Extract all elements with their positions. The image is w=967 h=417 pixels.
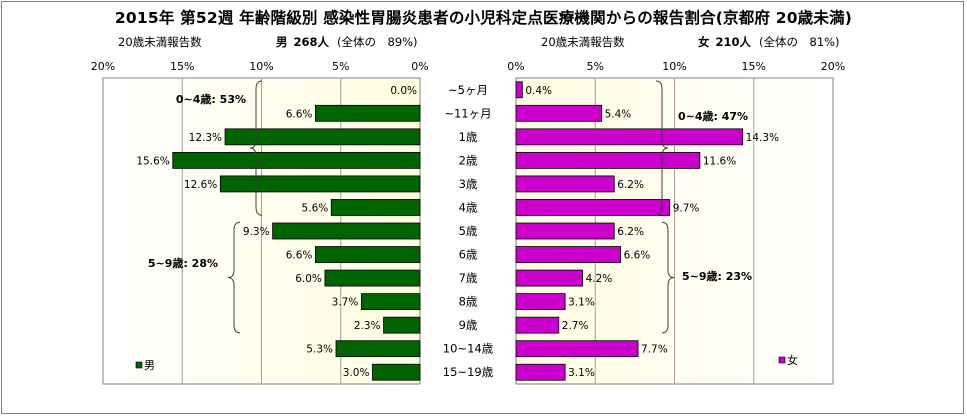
female-data-label: 6.6% [624, 250, 651, 262]
female-bar [515, 269, 583, 287]
right-caption-label: 20歳未満報告数 [541, 35, 625, 49]
age-category-label: 2歳 [459, 153, 478, 167]
male-data-label: 6.0% [295, 273, 322, 285]
left-tick-label: 20% [91, 60, 115, 73]
right-tick-label: 15% [742, 60, 766, 73]
right-tick-label: 10% [662, 60, 686, 73]
left-caption-ratio: (全体の 89%) [337, 35, 418, 49]
male-bar [335, 340, 421, 358]
male-data-label: 3.0% [343, 367, 370, 379]
male-data-label: 3.7% [332, 297, 359, 309]
female-bar [515, 175, 615, 193]
male-data-label: 5.3% [306, 344, 333, 356]
male-data-label: 15.6% [136, 155, 169, 167]
female-data-label: 6.2% [617, 226, 644, 238]
age-category-label: ~5ヶ月 [448, 83, 488, 97]
male-data-label: 12.3% [189, 132, 222, 144]
male-bar [272, 222, 421, 240]
age-category-label: 9歳 [459, 318, 478, 332]
left-brace-0-4 [249, 80, 263, 216]
male-bar [330, 199, 421, 216]
male-bar [360, 293, 421, 311]
right-annotation-0-4: 0~4歳: 47% [678, 109, 748, 123]
female-data-label: 7.7% [641, 344, 668, 356]
female-data-label: 11.6% [703, 155, 736, 167]
male-bar [324, 269, 421, 287]
female-bar [515, 316, 560, 334]
left-brace-5-9 [227, 221, 241, 334]
male-bar [172, 151, 421, 169]
right-annotation-5-9: 5~9歳: 23% [682, 269, 752, 283]
right-caption-ratio: (全体の 81%) [759, 35, 840, 49]
right-tick-label: 20% [821, 60, 845, 73]
female-bar [515, 199, 671, 216]
female-data-label: 3.1% [568, 297, 595, 309]
female-data-label: 9.7% [673, 202, 700, 214]
male-bar [383, 316, 421, 334]
male-bar [314, 104, 421, 122]
age-category-label: 8歳 [459, 295, 478, 309]
age-category-label: 1歳 [459, 130, 478, 144]
right-tick-label: 5% [587, 60, 604, 73]
female-bar [515, 222, 615, 240]
female-bar [515, 128, 744, 146]
left-annotation-0-4: 0~4歳: 53% [176, 92, 246, 106]
female-bar [515, 81, 523, 99]
female-legend-swatch [778, 356, 786, 364]
female-legend-label: 女 [787, 353, 798, 367]
female-data-label: 2.7% [562, 320, 589, 332]
female-bar [515, 363, 566, 381]
left-tick-label: 10% [249, 60, 273, 73]
female-data-label: 3.1% [568, 367, 595, 379]
left-caption-summary: 男 268人 (全体の 89%) [276, 34, 418, 50]
male-legend-swatch [135, 361, 143, 369]
male-data-label: 6.6% [286, 108, 313, 120]
male-data-label: 9.3% [243, 226, 270, 238]
male-bar [219, 175, 421, 193]
age-category-label: 15~19歳 [443, 365, 494, 379]
male-data-label: 5.6% [302, 202, 329, 214]
age-category-label: 6歳 [459, 248, 478, 262]
age-category-label: 3歳 [459, 177, 478, 191]
female-bar [515, 246, 622, 263]
age-category-label: 4歳 [459, 200, 478, 214]
male-data-label: 0.0% [390, 85, 417, 97]
left-annotation-5-9: 5~9歳: 28% [148, 256, 218, 270]
age-category-label: 7歳 [459, 271, 478, 285]
left-caption-label: 20歳未満報告数 [118, 35, 202, 49]
right-caption-count: 210人 [715, 35, 752, 49]
right-brace-0-4 [655, 80, 669, 216]
female-data-label: 14.3% [746, 132, 779, 144]
right-tick-label: 0% [507, 60, 524, 73]
female-bar [515, 151, 701, 169]
right-caption-summary: 女 210人 (全体の 81%) [698, 34, 840, 50]
female-bar [515, 104, 602, 122]
left-tick-label: 15% [170, 60, 194, 73]
left-caption-count: 268人 [293, 35, 330, 49]
left-caption-sex: 男 [276, 35, 288, 49]
left-tick-label: 0% [411, 60, 428, 73]
female-data-label: 5.4% [605, 108, 632, 120]
female-data-label: 0.4% [525, 85, 552, 97]
female-data-label: 6.2% [617, 179, 644, 191]
male-bar [224, 128, 421, 146]
male-data-label: 12.6% [184, 179, 217, 191]
female-data-label: 4.2% [586, 273, 613, 285]
age-category-label: 5歳 [459, 224, 478, 238]
right-brace-5-9 [661, 221, 675, 334]
age-category-label: ~11ヶ月 [444, 106, 491, 120]
male-legend-label: 男 [144, 359, 155, 372]
male-data-label: 2.3% [354, 320, 381, 332]
left-tick-label: 5% [332, 60, 349, 73]
age-category-label: 10~14歳 [443, 342, 494, 356]
male-data-label: 6.6% [286, 250, 313, 262]
female-bar [515, 340, 639, 358]
right-caption-sex: 女 [698, 35, 710, 49]
chart-title: 2015年 第52週 年齢階級別 感染性胃腸炎患者の小児科定点医療機関からの報告… [114, 9, 853, 27]
male-bar [314, 246, 421, 263]
female-bar [515, 293, 566, 311]
male-bar [372, 363, 421, 381]
